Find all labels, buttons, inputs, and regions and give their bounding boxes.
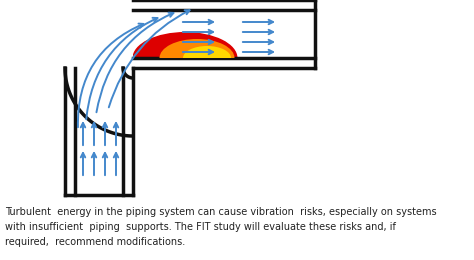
Bar bbox=[133, 10, 315, 58]
Ellipse shape bbox=[159, 39, 235, 77]
Polygon shape bbox=[65, 68, 133, 136]
Ellipse shape bbox=[183, 46, 231, 70]
Bar bbox=[75, 58, 123, 195]
Text: Turbulent  energy in the piping system can cause vibration  risks, especially on: Turbulent energy in the piping system ca… bbox=[5, 207, 437, 246]
Ellipse shape bbox=[133, 32, 237, 84]
